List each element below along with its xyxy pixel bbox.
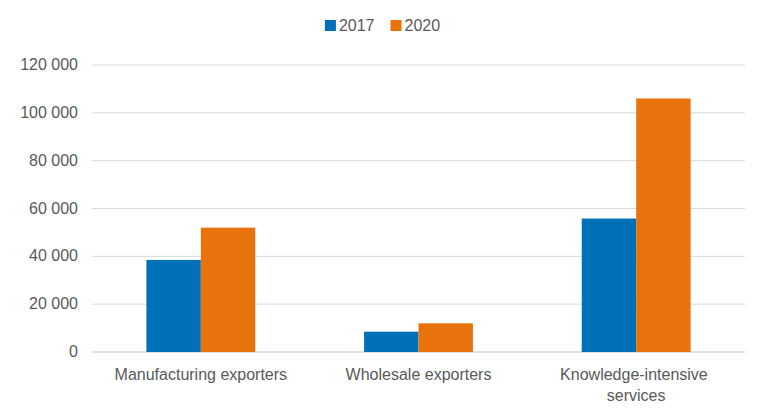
legend-label: 2017 [339, 17, 375, 34]
legend-swatch [325, 20, 336, 31]
x-tick-label-line: services [607, 387, 666, 404]
y-tick-label: 120 000 [20, 56, 78, 73]
y-tick-label: 80 000 [29, 152, 78, 169]
x-tick-label-line: Knowledge-intensive [560, 366, 712, 383]
bar [201, 228, 255, 352]
y-tick-label: 60 000 [29, 200, 78, 217]
y-tick-label: 0 [69, 343, 78, 360]
bar [419, 323, 473, 352]
x-tick-label: Wholesale exporters [346, 366, 492, 383]
bar [146, 260, 200, 352]
x-tick-label: Manufacturing exporters [115, 366, 288, 383]
chart: 0 20 000 40 000 60 000 80 000 100 000 120 000 M… [0, 0, 765, 417]
legend: 2017 2020 [325, 17, 440, 34]
x-tick-label: Knowledge-intensive services [560, 366, 712, 404]
bar [636, 98, 690, 352]
legend-swatch [391, 20, 402, 31]
bars [146, 98, 690, 352]
bar [364, 332, 418, 352]
x-tick-label-line: Wholesale exporters [346, 366, 492, 383]
y-axis-line [92, 65, 93, 352]
y-tick-label: 100 000 [20, 104, 78, 121]
y-tick-label: 40 000 [29, 247, 78, 264]
x-tick-label-line: Manufacturing exporters [115, 366, 288, 383]
bar [582, 219, 636, 352]
legend-label: 2020 [405, 17, 441, 34]
grid-line [92, 65, 745, 66]
y-tick-label: 20 000 [29, 295, 78, 312]
